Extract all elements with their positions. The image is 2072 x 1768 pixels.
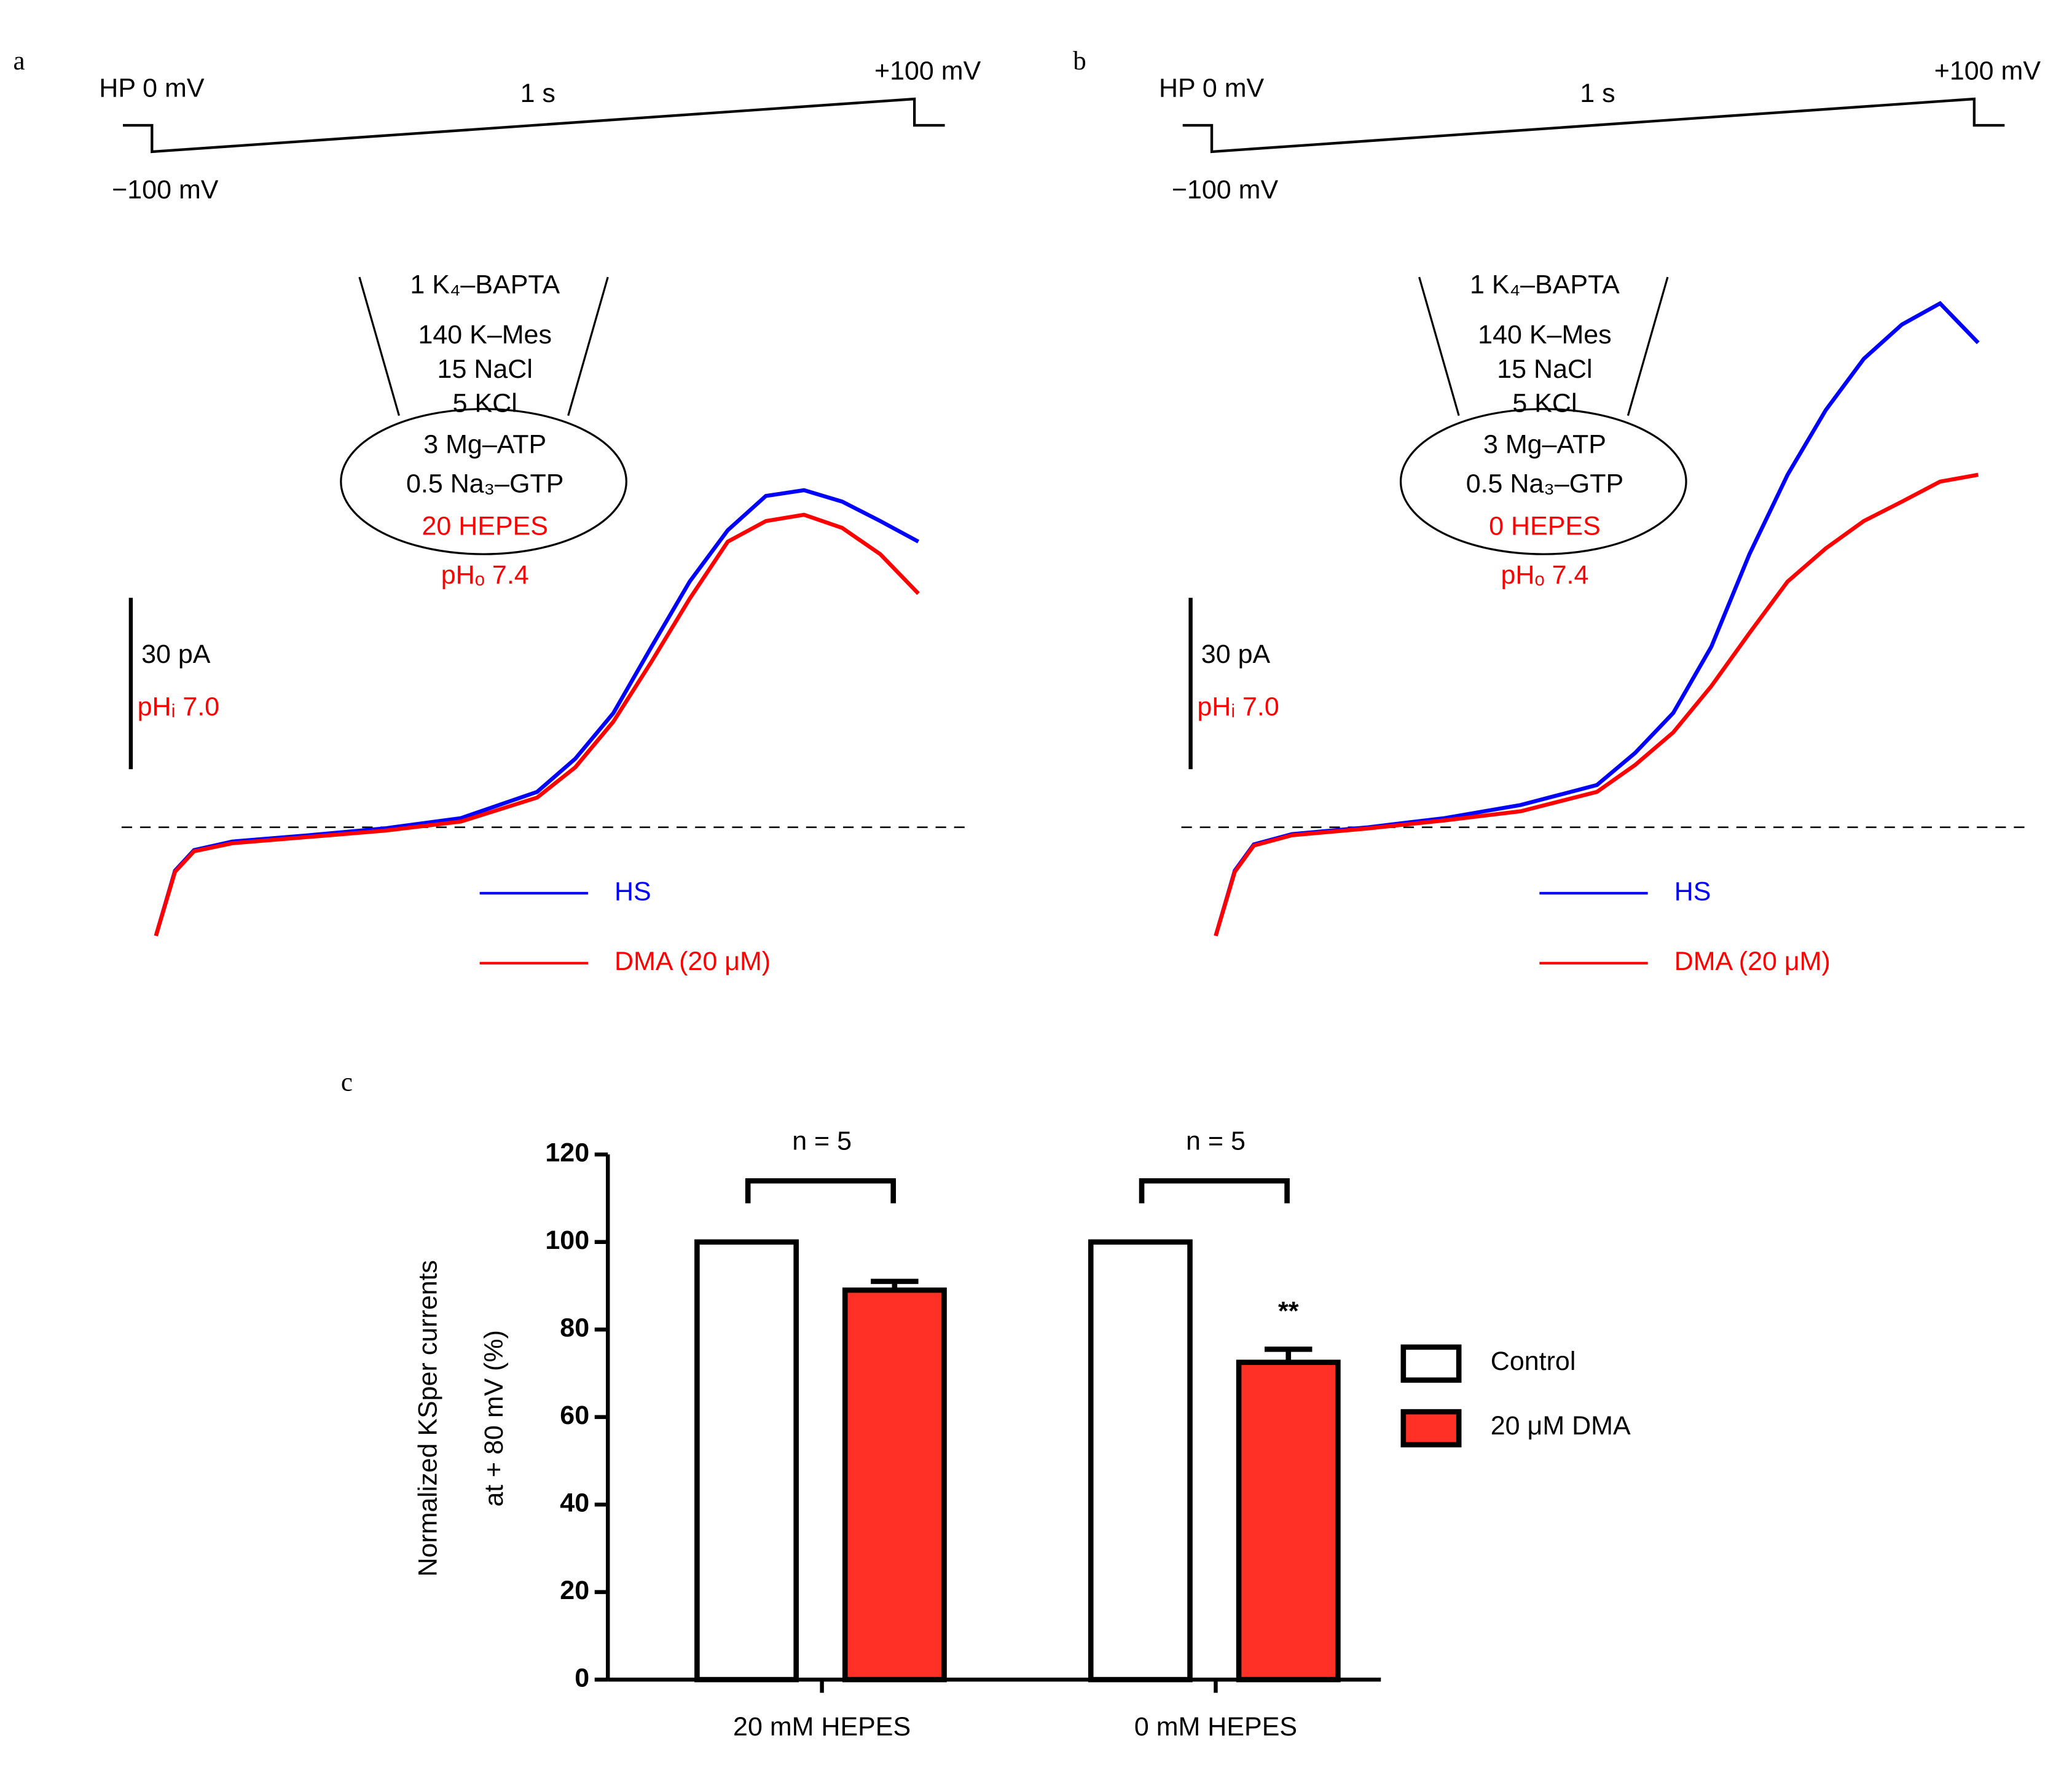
bracket bbox=[1139, 1178, 1290, 1203]
pipette-solution: 15 NaCl bbox=[438, 354, 533, 384]
protocol-label: 1 s bbox=[1580, 79, 1615, 108]
legend-label: Control bbox=[1491, 1347, 1576, 1376]
pipette-solution: 0.5 Na₃–GTP bbox=[406, 469, 563, 499]
pipette-solution: 1 K₄–BAPTA bbox=[410, 270, 560, 299]
bar bbox=[842, 1287, 947, 1683]
x-tick-label: 20 mM HEPES bbox=[733, 1712, 911, 1742]
pipette-solution: 0 HEPES bbox=[1489, 511, 1601, 541]
pipette-solution: 140 K–Mes bbox=[1478, 320, 1612, 350]
ph-inside: pHᵢ 7.0 bbox=[138, 692, 219, 722]
protocol-label: +100 mV bbox=[1934, 57, 2041, 86]
ph-inside: pHᵢ 7.0 bbox=[1197, 692, 1279, 722]
pipette-solution: 3 Mg–ATP bbox=[423, 429, 546, 459]
annotation: n = 5 bbox=[792, 1126, 852, 1156]
current-trace bbox=[154, 488, 920, 937]
voltage-protocol bbox=[122, 97, 945, 154]
current-trace bbox=[1214, 300, 1980, 937]
x-tick-label: 0 mM HEPES bbox=[1134, 1712, 1297, 1742]
scale-bar-label: 30 pA bbox=[141, 640, 211, 669]
pipette-solution: 3 Mg–ATP bbox=[1483, 429, 1606, 459]
voltage-protocol bbox=[1182, 97, 2005, 154]
legend-label: HS bbox=[614, 877, 651, 906]
ph-outside: pHₒ 7.4 bbox=[441, 560, 529, 590]
pipette-solution: 0.5 Na₃–GTP bbox=[1466, 469, 1623, 499]
legend-label: DMA (20 μM) bbox=[614, 947, 771, 976]
protocol-label: −100 mV bbox=[1172, 175, 1279, 205]
y-tick-label: 100 bbox=[545, 1226, 589, 1255]
pipette-solution: 1 K₄–BAPTA bbox=[1470, 270, 1620, 299]
pipette-solution: 20 HEPES bbox=[422, 511, 548, 541]
y-tick-label: 0 bbox=[575, 1663, 589, 1692]
panel-letter: b bbox=[1073, 47, 1086, 76]
protocol-label: −100 mV bbox=[112, 175, 219, 205]
legend-label: 20 μM DMA bbox=[1491, 1411, 1631, 1441]
protocol-label: HP 0 mV bbox=[1159, 73, 1265, 103]
protocol-label: 1 s bbox=[520, 79, 555, 108]
scale-bar-label: 30 pA bbox=[1201, 640, 1271, 669]
pipette-tip bbox=[1399, 408, 1687, 555]
pipette-tip bbox=[340, 408, 627, 555]
ph-outside: pHₒ 7.4 bbox=[1501, 560, 1588, 590]
panel-letter: a bbox=[14, 47, 25, 76]
y-tick-label: 60 bbox=[560, 1401, 589, 1430]
bar bbox=[1088, 1239, 1193, 1683]
bar bbox=[694, 1239, 799, 1683]
legend-swatch bbox=[1400, 1344, 1462, 1383]
y-tick-label: 120 bbox=[545, 1138, 589, 1168]
y-tick-label: 20 bbox=[560, 1576, 589, 1605]
pipette-solution: 140 K–Mes bbox=[418, 320, 552, 350]
y-axis-label: Normalized KSper currents bbox=[413, 1260, 442, 1576]
bracket bbox=[745, 1178, 897, 1203]
bar bbox=[1236, 1359, 1341, 1683]
current-trace bbox=[1214, 472, 1979, 937]
panel-letter: c bbox=[341, 1068, 353, 1097]
pipette-solution: 5 KCl bbox=[453, 389, 517, 418]
protocol-label: +100 mV bbox=[874, 57, 981, 86]
y-tick-label: 40 bbox=[560, 1488, 589, 1518]
protocol-label: HP 0 mV bbox=[99, 73, 205, 103]
error-bar bbox=[1265, 1346, 1313, 1363]
pipette bbox=[358, 276, 609, 416]
current-trace bbox=[154, 512, 920, 937]
legend-label: DMA (20 μM) bbox=[1674, 947, 1831, 976]
pipette-solution: 5 KCl bbox=[1512, 389, 1577, 418]
y-axis-label: at + 80 mV (%) bbox=[479, 1330, 509, 1507]
pipette bbox=[1418, 276, 1669, 416]
y-tick-label: 80 bbox=[560, 1313, 589, 1343]
legend-label: HS bbox=[1674, 877, 1711, 906]
pipette-solution: 15 NaCl bbox=[1497, 354, 1592, 384]
annotation: n = 5 bbox=[1186, 1126, 1246, 1156]
error-bar bbox=[871, 1278, 919, 1291]
annotation: ** bbox=[1278, 1296, 1299, 1326]
legend-swatch bbox=[1400, 1409, 1462, 1448]
